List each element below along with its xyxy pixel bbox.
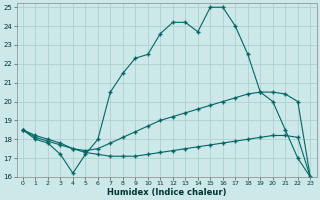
- X-axis label: Humidex (Indice chaleur): Humidex (Indice chaleur): [107, 188, 226, 197]
